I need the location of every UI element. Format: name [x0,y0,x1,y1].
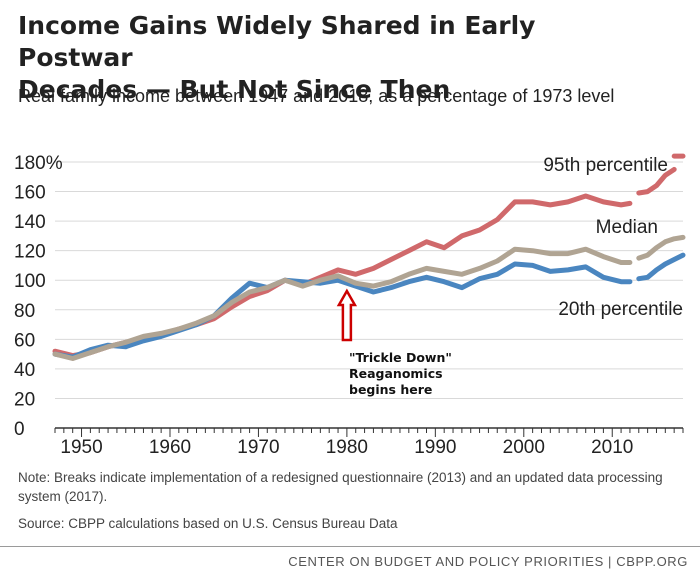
y-tick-label: 0 [14,419,25,440]
annotation-line3: begins here [349,382,433,397]
x-tick-label: 1990 [414,437,456,458]
x-tick-label: 2000 [503,437,545,458]
series-label-20th-percentile: 20th percentile [558,299,683,320]
chart-subtitle: Real family income between 1947 and 2018… [18,86,615,106]
series-line-median-post-break [636,234,686,261]
x-tick-label: 1960 [149,437,191,458]
footer-credit: CENTER ON BUDGET AND POLICY PRIORITIES |… [288,554,688,569]
y-tick-label: 100 [14,271,46,292]
trickle-down-annotation: "Trickle Down" Reaganomics begins here [349,350,452,398]
x-tick-label: 2010 [591,437,633,458]
y-tick-label: 20 [14,389,35,410]
annotation-line2: Reaganomics [349,366,443,381]
x-tick-label: 1980 [326,437,368,458]
series-line-95th-percentile-post-break [636,166,677,196]
y-tick-label: 60 [14,330,35,351]
line-chart: 0 20 40 60 80 100 120 140 160 180% 1950 1960 1970 198… [14,153,686,458]
footer-divider [0,546,700,547]
y-tick-label: 180% [14,153,63,174]
chart-source: Source: CBPP calculations based on U.S. … [18,516,398,531]
annotation-arrow [336,288,358,342]
x-tick-label: 1970 [237,437,279,458]
x-tick-label: 1950 [60,437,102,458]
chart-note: Note: Breaks indicate implementation of … [18,470,663,504]
series-label-95th-percentile: 95th percentile [543,155,668,176]
series-line-20th-percentile [52,261,633,360]
series-line-median [52,246,633,361]
y-tick-label: 140 [14,212,46,233]
chart-title-line2: Decades — But Not Since Then [18,75,451,104]
series-label-median: Median [596,217,658,238]
y-tick-label: 120 [14,242,46,263]
chart-title: Income Gains Widely Shared in Early Post… [18,10,578,106]
chart-title-line1: Income Gains Widely Shared in Early Post… [18,11,536,72]
annotation-line1: "Trickle Down" [349,350,452,365]
y-tick-label: 40 [14,360,35,381]
y-tick-label: 160 [14,183,46,204]
y-tick-label: 80 [14,301,35,322]
series-line-20th-percentile-post-break [636,252,686,282]
